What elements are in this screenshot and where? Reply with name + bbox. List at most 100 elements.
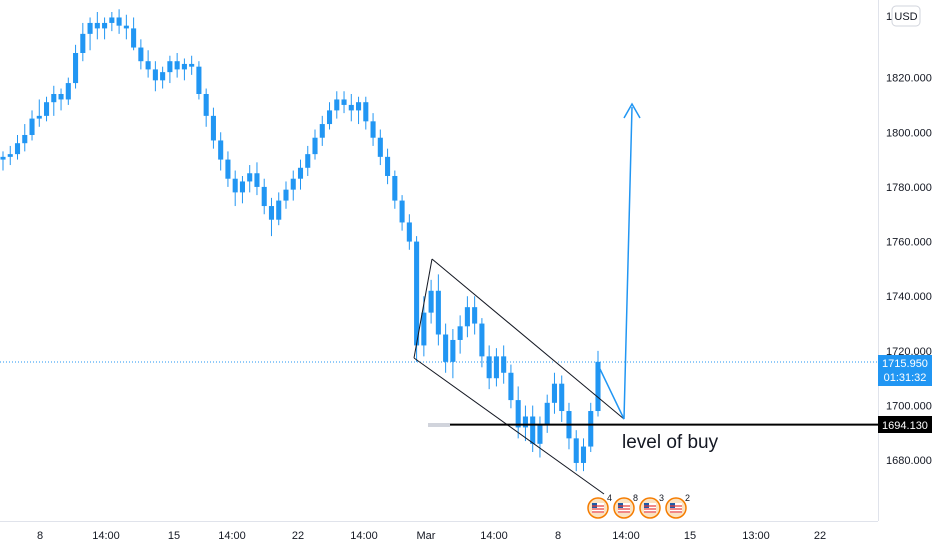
candle-body[interactable] bbox=[472, 307, 478, 324]
candle-body[interactable] bbox=[406, 222, 412, 242]
candle-body[interactable] bbox=[588, 411, 594, 447]
channel-start-edge[interactable] bbox=[413, 258, 433, 359]
candle-body[interactable] bbox=[377, 137, 383, 157]
candle-body[interactable] bbox=[210, 115, 216, 141]
candle-body[interactable] bbox=[102, 22, 108, 29]
candle-body[interactable] bbox=[363, 102, 369, 122]
candle-body[interactable] bbox=[428, 290, 434, 313]
candle-body[interactable] bbox=[305, 154, 311, 168]
candle-body[interactable] bbox=[348, 104, 354, 111]
event-flag-icon[interactable]: 2 bbox=[665, 493, 690, 519]
candle-body[interactable] bbox=[319, 124, 325, 138]
candle-body[interactable] bbox=[189, 63, 195, 67]
candle-body[interactable] bbox=[145, 61, 151, 70]
candle-body[interactable] bbox=[297, 167, 304, 179]
candle-body[interactable] bbox=[537, 424, 543, 444]
candle-body[interactable] bbox=[58, 93, 64, 100]
y-tick-label: 1820.000 bbox=[886, 73, 932, 85]
projection-arrow[interactable] bbox=[599, 102, 641, 420]
candle-body[interactable] bbox=[116, 17, 122, 26]
level-line-handle[interactable] bbox=[428, 423, 450, 427]
candle-body[interactable] bbox=[544, 402, 550, 425]
candle-body[interactable] bbox=[501, 356, 507, 373]
candle-body[interactable] bbox=[152, 69, 158, 81]
candle-body[interactable] bbox=[87, 22, 93, 34]
candle-body[interactable] bbox=[65, 83, 71, 100]
candle-body[interactable] bbox=[392, 175, 398, 201]
candle-body[interactable] bbox=[261, 186, 267, 207]
candle-body[interactable] bbox=[464, 307, 470, 327]
candle-body[interactable] bbox=[181, 63, 187, 70]
candle-body[interactable] bbox=[73, 53, 79, 84]
candle-body[interactable] bbox=[515, 400, 521, 428]
candle-body[interactable] bbox=[94, 22, 100, 29]
candle-body[interactable] bbox=[312, 137, 318, 155]
candle-body[interactable] bbox=[160, 72, 166, 81]
candle-body[interactable] bbox=[276, 200, 282, 220]
candle-body[interactable] bbox=[341, 99, 347, 105]
candle-body[interactable] bbox=[14, 143, 21, 155]
candle-body[interactable] bbox=[580, 446, 587, 463]
event-flag-icon[interactable]: 4 bbox=[587, 493, 612, 519]
candle-body[interactable] bbox=[167, 61, 173, 73]
candle-body[interactable] bbox=[290, 178, 296, 190]
candle-body[interactable] bbox=[254, 173, 260, 187]
candle-body[interactable] bbox=[174, 61, 180, 70]
candle-body[interactable] bbox=[7, 154, 13, 157]
candle-body[interactable] bbox=[29, 118, 35, 135]
candle-body[interactable] bbox=[247, 173, 253, 182]
channel-upper-line[interactable] bbox=[431, 258, 625, 420]
candlestick-series[interactable] bbox=[0, 9, 601, 472]
candle-body[interactable] bbox=[239, 181, 245, 193]
candle-body[interactable] bbox=[268, 206, 275, 220]
candle-body[interactable] bbox=[123, 25, 129, 29]
candle-body[interactable] bbox=[225, 159, 231, 179]
candle-body[interactable] bbox=[283, 189, 289, 201]
candle-body[interactable] bbox=[435, 290, 441, 335]
candle-body[interactable] bbox=[450, 339, 456, 362]
candle-body[interactable] bbox=[573, 438, 579, 463]
candle-body[interactable] bbox=[80, 33, 86, 54]
candle-body[interactable] bbox=[232, 178, 238, 193]
candle-body[interactable] bbox=[457, 326, 463, 340]
candle-body[interactable] bbox=[595, 361, 601, 412]
candle-body[interactable] bbox=[334, 99, 340, 111]
candle-body[interactable] bbox=[399, 200, 405, 223]
candle-body[interactable] bbox=[22, 134, 28, 144]
candle-body[interactable] bbox=[138, 47, 144, 62]
candle-body[interactable] bbox=[559, 383, 565, 412]
candle-body[interactable] bbox=[109, 17, 115, 23]
candle-body[interactable] bbox=[51, 93, 57, 103]
candle-body[interactable] bbox=[486, 356, 492, 379]
x-tick-label: 8 bbox=[37, 530, 43, 542]
currency-button[interactable]: USD bbox=[891, 5, 921, 27]
channel-lower-line[interactable] bbox=[413, 357, 605, 495]
candle-body[interactable] bbox=[196, 66, 202, 94]
candle-body[interactable] bbox=[356, 102, 362, 111]
time-axis[interactable]: 8 14:00 15 14:00 22 14:00 Mar 14:00 8 14:00 15 13:0… bbox=[37, 530, 826, 542]
candle-body[interactable] bbox=[443, 334, 449, 362]
candle-body[interactable] bbox=[326, 110, 333, 125]
candle-body[interactable] bbox=[508, 372, 514, 401]
price-axis[interactable]: 1820.000 1800.000 1780.000 1760.000 1740.000… bbox=[886, 11, 932, 467]
candle-body[interactable] bbox=[530, 416, 536, 444]
candle-body[interactable] bbox=[479, 323, 485, 357]
candle-body[interactable] bbox=[522, 416, 528, 428]
candle-body[interactable] bbox=[0, 156, 6, 160]
candle-body[interactable] bbox=[385, 156, 391, 176]
candle-body[interactable] bbox=[414, 241, 420, 346]
candle-body[interactable] bbox=[131, 28, 137, 48]
candle-body[interactable] bbox=[218, 140, 224, 160]
candle-body[interactable] bbox=[43, 102, 50, 116]
event-flag-icon[interactable]: 8 bbox=[613, 493, 638, 519]
candle-body[interactable] bbox=[203, 93, 209, 116]
candle-body[interactable] bbox=[551, 383, 558, 403]
candle-body[interactable] bbox=[36, 115, 42, 119]
descending-channel[interactable] bbox=[413, 258, 625, 495]
candle-body[interactable] bbox=[421, 312, 427, 346]
event-markers[interactable]: 4 8 3 2 bbox=[587, 493, 690, 519]
candle-body[interactable] bbox=[370, 121, 376, 138]
candle-body[interactable] bbox=[493, 356, 499, 379]
event-flag-icon[interactable]: 3 bbox=[639, 493, 664, 519]
